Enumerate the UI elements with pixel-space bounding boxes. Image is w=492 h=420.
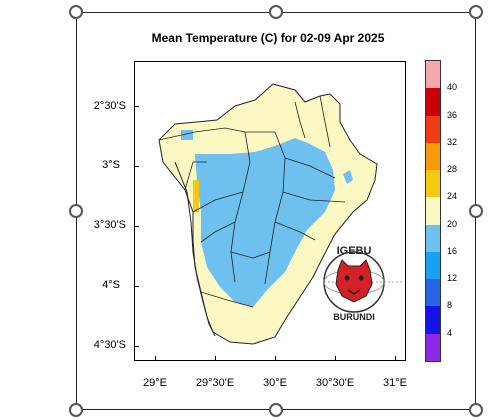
xtick-label-30e: 30°E: [263, 377, 287, 389]
ytick-label-2-30s: 2°30'S: [93, 100, 126, 112]
colorbar: [425, 60, 441, 362]
colorbar-segment: [426, 197, 440, 226]
warm-strip: [193, 180, 199, 212]
ytick-label-4-30s: 4°30'S: [93, 339, 126, 351]
colorbar-segment: [426, 333, 440, 362]
xtick-mark: [395, 356, 396, 361]
colorbar-segment: [426, 251, 440, 280]
colorbar-label: 24: [447, 191, 458, 202]
resize-handle-top-right[interactable]: [469, 5, 483, 19]
igebu-logo: IGEBU BURUNDI: [323, 245, 402, 322]
colorbar-segment: [426, 115, 440, 144]
xtick-label-31e: 31°E: [383, 377, 407, 389]
resize-handle-bottom-left[interactable]: [69, 403, 83, 417]
resize-handle-top-center[interactable]: [269, 5, 283, 19]
ytick-label-3s: 3°S: [102, 159, 120, 171]
colorbar-label: 16: [447, 245, 458, 256]
burundi-map: [158, 83, 378, 345]
leopard-head-icon: [335, 259, 373, 303]
colorbar-segment: [426, 170, 440, 198]
colorbar-label: 12: [447, 273, 458, 284]
xtick-label-30-30e: 30°30'E: [315, 377, 355, 389]
xtick-label-29-30e: 29°30'E: [195, 377, 235, 389]
colorbar-segment: [426, 279, 440, 307]
ytick-mark: [134, 286, 139, 287]
resize-handle-bottom-right[interactable]: [469, 403, 483, 417]
ytick-mark: [134, 166, 139, 167]
ytick-mark: [134, 226, 139, 227]
resize-handle-middle-left[interactable]: [69, 204, 83, 218]
colorbar-label: 20: [447, 218, 458, 229]
colorbar-segment: [426, 142, 440, 171]
colorbar-segment: [426, 61, 440, 89]
xtick-mark: [275, 356, 276, 361]
xtick-mark: [215, 356, 216, 361]
colorbar-segment: [426, 306, 440, 335]
colorbar-label: 28: [447, 164, 458, 175]
resize-handle-middle-right[interactable]: [469, 204, 483, 218]
svg-text:IGEBU: IGEBU: [337, 245, 372, 257]
colorbar-label: 36: [447, 109, 458, 120]
xtick-label-29e: 29°E: [143, 377, 167, 389]
colorbar-label: 8: [447, 300, 453, 311]
colorbar-segment: [426, 224, 440, 253]
lake-shoreline: [174, 161, 216, 337]
colorbar-segment: [426, 88, 440, 117]
resize-handle-bottom-center[interactable]: [269, 403, 283, 417]
resize-handle-top-left[interactable]: [69, 5, 83, 19]
ytick-mark: [134, 346, 139, 347]
svg-text:BURUNDI: BURUNDI: [333, 312, 375, 322]
cool-region: [195, 138, 335, 307]
colorbar-label: 40: [447, 82, 458, 93]
cool-region-east: [343, 170, 353, 184]
ytick-label-3-30s: 3°30'S: [93, 219, 126, 231]
colorbar-label: 4: [447, 327, 453, 338]
colorbar-label: 32: [447, 136, 458, 147]
map-title: Mean Temperature (C) for 02-09 Apr 2025: [151, 31, 385, 45]
xtick-mark: [155, 356, 156, 361]
cool-region-nw: [181, 130, 193, 140]
xtick-mark: [335, 356, 336, 361]
ytick-label-4s: 4°S: [102, 279, 120, 291]
ytick-mark: [134, 106, 139, 107]
province-borders: [158, 95, 346, 308]
